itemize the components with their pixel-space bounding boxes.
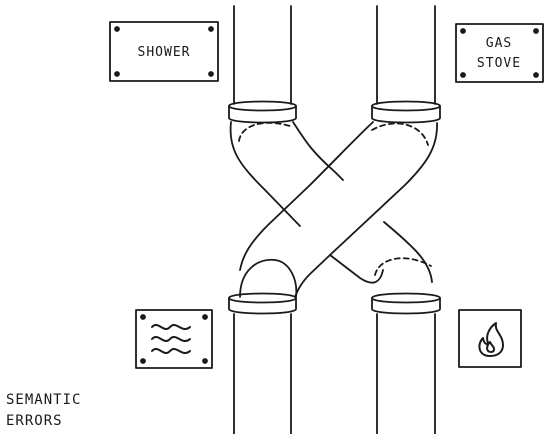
gas-stove-sign-label-line2: STOVE (477, 56, 521, 71)
collar-left-top (228, 100, 297, 124)
pipe-left-bottom (233, 313, 292, 434)
flame-sign (458, 309, 522, 368)
shower-sign (109, 21, 219, 82)
diagonal-pipe-left-to-right (229, 121, 433, 284)
pipe-left-top (233, 5, 292, 105)
water-waves-icon (151, 324, 191, 354)
shower-sign-label: SHOWER (138, 45, 191, 60)
collar-right-top (371, 100, 441, 124)
gas-stove-sign-label-line1: GAS (486, 36, 512, 51)
collar-right-bottom (371, 292, 441, 315)
gas-stove-sign (455, 23, 544, 83)
water-sign (135, 309, 213, 369)
caption-line1: SEMANTIC (6, 392, 81, 408)
flame-icon (478, 322, 504, 357)
collar-left-bottom (228, 292, 297, 315)
caption-line2: ERRORS (6, 413, 63, 429)
pipe-right-top (376, 5, 436, 105)
diagonal-pipe-right-to-left (239, 121, 438, 298)
pipe-right-bottom (376, 313, 436, 434)
